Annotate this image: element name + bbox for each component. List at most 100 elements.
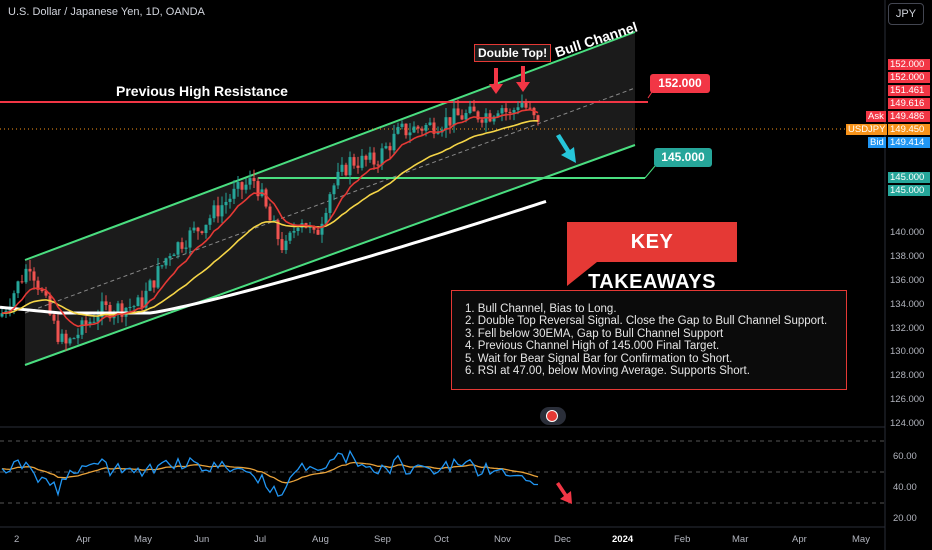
candle-body bbox=[404, 123, 408, 136]
candle-body bbox=[392, 133, 396, 151]
candle-body bbox=[320, 223, 324, 235]
candle-body bbox=[244, 184, 248, 190]
candle-body bbox=[156, 266, 160, 288]
candle-body bbox=[68, 338, 72, 344]
rsi-line bbox=[1, 449, 539, 497]
candle-body bbox=[400, 123, 404, 127]
candle-body bbox=[492, 116, 496, 122]
candle-body bbox=[224, 201, 228, 206]
candle-body bbox=[364, 155, 368, 160]
down-target-arrow bbox=[556, 134, 576, 163]
candle-body bbox=[188, 230, 192, 248]
candle-body bbox=[140, 297, 144, 308]
candle-body bbox=[280, 239, 284, 251]
candle-body bbox=[480, 119, 484, 123]
candle-body bbox=[32, 271, 36, 281]
candle-body bbox=[360, 155, 364, 168]
time-tick-label: Jul bbox=[254, 534, 267, 545]
price-tag: 149.486 bbox=[888, 111, 930, 122]
ema-10-line bbox=[1, 108, 539, 328]
candle-body bbox=[328, 194, 332, 213]
candle-body bbox=[176, 242, 180, 255]
candle-body bbox=[116, 303, 120, 314]
price-tick-label: 138.000 bbox=[890, 250, 925, 262]
candle-body bbox=[196, 227, 200, 232]
candle-body bbox=[72, 338, 76, 340]
candle-body bbox=[52, 314, 56, 321]
time-tick-label: 2024 bbox=[612, 534, 634, 545]
double-top-arrow-right bbox=[516, 66, 530, 92]
time-tick-label: Dec bbox=[554, 534, 571, 545]
price-tag: 149.450 bbox=[888, 124, 930, 135]
candle-body bbox=[396, 126, 400, 134]
takeaway-item: 3. Fell below 30EMA, Gap to Bull Channel… bbox=[465, 327, 724, 340]
candle-body bbox=[276, 220, 280, 240]
candle-body bbox=[264, 189, 268, 207]
candle-body bbox=[292, 231, 296, 233]
indicator-logo-icon bbox=[540, 407, 566, 425]
candle-body bbox=[60, 333, 64, 342]
candle-body bbox=[12, 293, 16, 307]
time-tick-label: Oct bbox=[434, 534, 449, 545]
candle-body bbox=[464, 113, 468, 120]
resistance-level-tag: 152.000 bbox=[650, 74, 710, 93]
candle-body bbox=[424, 125, 428, 131]
price-tick-label: 134.000 bbox=[890, 298, 925, 310]
price-tag: 149.616 bbox=[888, 98, 930, 109]
candle-body bbox=[220, 205, 224, 217]
candle-body bbox=[496, 113, 500, 117]
time-tick-label: Feb bbox=[674, 534, 691, 545]
price-tag: 151.461 bbox=[888, 85, 930, 96]
time-tick-label: Aug bbox=[312, 534, 329, 545]
double-top-label: Double Top! bbox=[474, 44, 552, 62]
candle-body bbox=[428, 122, 432, 126]
candle-body bbox=[408, 132, 412, 136]
price-tag-label: Ask bbox=[866, 111, 886, 122]
takeaway-item: 6. RSI at 47.00, below Moving Average. S… bbox=[465, 365, 750, 378]
candle-body bbox=[456, 108, 460, 116]
candle-body bbox=[316, 229, 320, 235]
candle-body bbox=[104, 301, 108, 305]
rsi-tick-label: 40.00 bbox=[893, 481, 917, 493]
price-tick-label: 126.000 bbox=[890, 394, 925, 406]
candle-body bbox=[36, 280, 40, 290]
candle-body bbox=[28, 268, 32, 272]
candle-body bbox=[44, 291, 48, 296]
candle-body bbox=[340, 164, 344, 172]
candle-body bbox=[76, 334, 80, 339]
key-takeaways-box: 1. Bull Channel, Bias to Long. 2. Double… bbox=[451, 290, 847, 390]
candle-body bbox=[520, 102, 524, 108]
candle-body bbox=[20, 281, 24, 283]
price-tag-label: Bid bbox=[868, 137, 886, 148]
time-tick-label: 2 bbox=[14, 534, 20, 545]
candle-body bbox=[136, 297, 140, 307]
candle-body bbox=[80, 320, 84, 335]
candle-body bbox=[284, 240, 288, 251]
candle-body bbox=[508, 111, 512, 113]
candle-body bbox=[388, 146, 392, 151]
bull-channel-upper-line bbox=[24, 31, 636, 261]
price-tick-label: 140.000 bbox=[890, 227, 925, 238]
price-tick-label: 124.000 bbox=[890, 418, 925, 430]
candle-body bbox=[56, 320, 60, 342]
candle-body bbox=[132, 306, 136, 308]
key-takeaways-title: KEY TAKEAWAYS bbox=[567, 222, 737, 293]
candle-body bbox=[252, 178, 256, 182]
candle-body bbox=[0, 313, 4, 317]
candle-body bbox=[332, 185, 336, 195]
candle-body bbox=[452, 108, 456, 126]
candle-body bbox=[436, 132, 440, 134]
price-tag-label: USDJPY bbox=[846, 124, 888, 135]
candle-body bbox=[92, 321, 96, 323]
candle-body bbox=[432, 122, 436, 134]
currency-button[interactable]: JPY bbox=[888, 3, 924, 25]
rsi-tick-label: 20.00 bbox=[893, 512, 917, 524]
candle-body bbox=[380, 148, 384, 165]
candle-body bbox=[384, 146, 388, 149]
rsi-tick-label: 60.00 bbox=[893, 450, 917, 462]
candle-body bbox=[504, 108, 508, 112]
candle-body bbox=[248, 178, 252, 185]
time-tick-label: Sep bbox=[374, 534, 391, 545]
candle-body bbox=[128, 306, 132, 308]
candle-body bbox=[376, 164, 380, 166]
